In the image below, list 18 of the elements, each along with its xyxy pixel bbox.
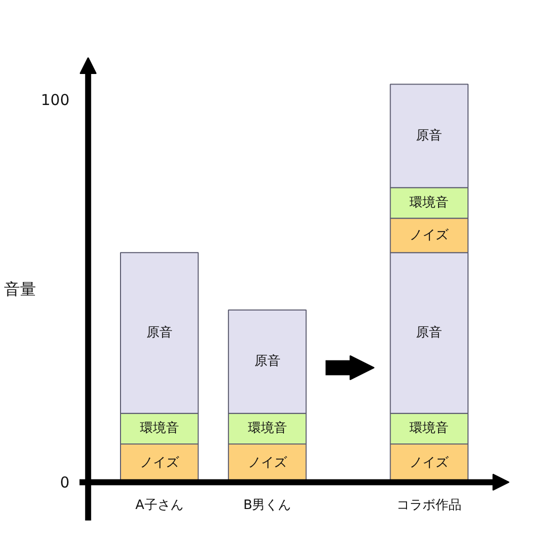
y-tick-label: 100 [40,91,70,110]
y-axis-title: 音量 [4,280,36,298]
series-label: ノイズ [410,228,450,243]
text: 環境音 [410,421,449,436]
y-tick-label: 0 [60,474,70,492]
series-label: 原音 [416,128,442,144]
x-tick-label: A子さん [135,498,184,514]
x-tick-label: B男くん [243,498,292,514]
series-label: 環境音 [140,420,179,436]
series-label: 環境音 [410,194,449,210]
text: 原音 [254,354,280,370]
text: ノイズ [248,456,287,471]
text: 環境音 [248,421,287,436]
text: ノイズ [410,456,449,471]
series-label: 原音 [416,326,442,341]
x-tick-label: コラボ作品 [396,498,462,514]
text: 原音 [146,326,172,341]
series-label: ノイズ [140,456,180,471]
